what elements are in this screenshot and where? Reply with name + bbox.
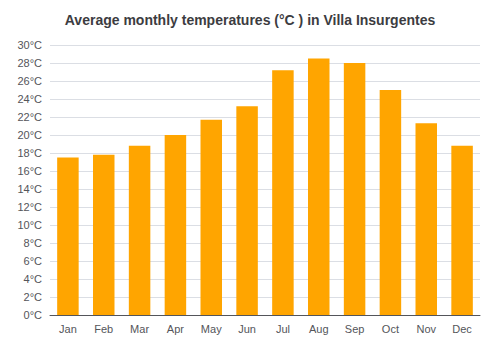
svg-text:8°C: 8°C (24, 237, 43, 249)
svg-text:16°C: 16°C (17, 165, 42, 177)
svg-text:12°C: 12°C (17, 201, 42, 213)
svg-text:Jan: Jan (59, 323, 77, 335)
svg-text:May: May (201, 323, 222, 335)
svg-text:4°C: 4°C (24, 273, 43, 285)
svg-text:20°C: 20°C (17, 129, 42, 141)
svg-text:28°C: 28°C (17, 57, 42, 69)
svg-text:24°C: 24°C (17, 93, 42, 105)
svg-text:22°C: 22°C (17, 111, 42, 123)
svg-text:26°C: 26°C (17, 75, 42, 87)
svg-text:Mar: Mar (130, 323, 149, 335)
svg-text:2°C: 2°C (24, 291, 43, 303)
svg-text:Average monthly temperatures (: Average monthly temperatures (°C ) in Vi… (65, 12, 436, 28)
svg-text:Apr: Apr (167, 323, 184, 335)
svg-text:18°C: 18°C (17, 147, 42, 159)
svg-text:6°C: 6°C (24, 255, 43, 267)
svg-text:Feb: Feb (94, 323, 113, 335)
svg-text:14°C: 14°C (17, 183, 42, 195)
svg-text:Jun: Jun (238, 323, 256, 335)
svg-text:Aug: Aug (309, 323, 329, 335)
svg-text:30°C: 30°C (17, 39, 42, 51)
svg-text:0°C: 0°C (24, 309, 43, 321)
svg-text:Dec: Dec (452, 323, 472, 335)
svg-text:Nov: Nov (416, 323, 436, 335)
svg-text:10°C: 10°C (17, 219, 42, 231)
svg-text:Sep: Sep (345, 323, 365, 335)
svg-text:Oct: Oct (382, 323, 399, 335)
svg-text:Jul: Jul (276, 323, 290, 335)
